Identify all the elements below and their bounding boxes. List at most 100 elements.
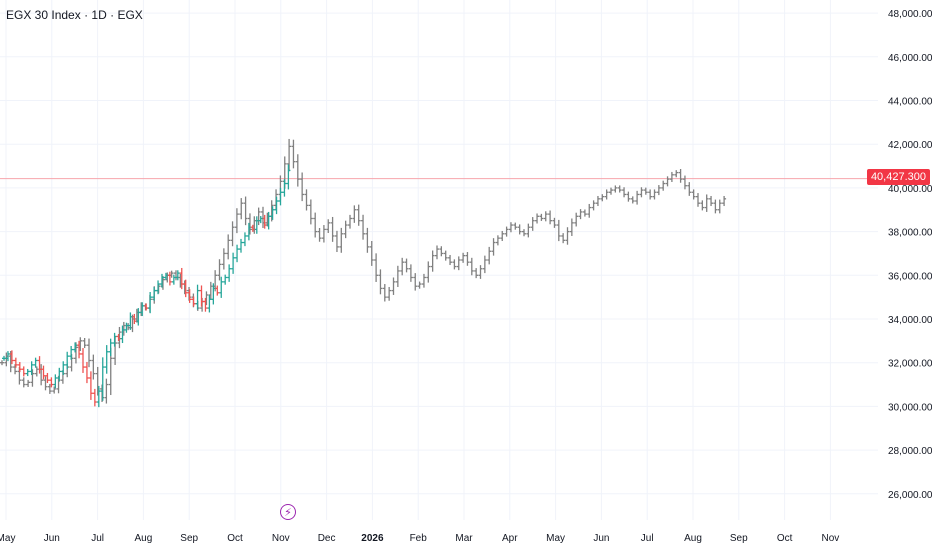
y-tick-label: 36,000.000 [888,271,932,282]
x-tick-label: Nov [272,533,290,544]
projection-bar [696,193,700,207]
projection-bar [317,227,322,242]
current-price-label: 40,427.300 [866,169,930,185]
ohlc-bar [53,374,58,389]
projection-bar [100,384,105,403]
x-tick-label: Jul [641,533,654,544]
projection-bar [617,185,622,193]
projection-bar [308,199,313,225]
projection-bar [217,259,222,281]
projection-bar [435,245,439,260]
projection-bar [535,213,540,224]
ohlc-bar [179,267,184,290]
ohlc-bar [73,342,78,353]
chart-grid [0,0,878,520]
projection-bar [704,194,709,212]
projection-bar [330,216,335,242]
projection-bar [47,383,52,394]
ohlc-bar [235,244,240,263]
ohlc-bar [65,351,70,370]
ohlc-bar [25,368,30,377]
ohlc-bar [242,232,247,247]
projection-bar [421,273,426,288]
projection-bar [391,277,396,295]
projection-bar [600,194,605,202]
projection-bar [300,172,305,202]
x-tick-label: Sep [180,533,198,544]
y-tick-label: 40,000.000 [888,184,932,195]
ohlc-bar [262,214,267,229]
ohlc-bar [81,348,85,373]
projection-bar [430,250,435,272]
projection-bar [548,210,553,225]
title-separator: · [84,8,92,22]
projection-bar [478,265,483,279]
y-tick-label: 44,000.000 [888,97,932,108]
ohlc-bar [49,377,54,388]
projection-bar [30,369,35,387]
projection-bar [339,227,344,253]
ohlc-bar [148,292,153,314]
projection-bar [513,222,518,230]
chart-title: EGX 30 Index · 1D · EGX [6,8,143,22]
ohlc-bar [5,351,10,362]
projection-bar [334,230,339,253]
projection-bar [26,379,31,387]
projection-bar [356,204,361,226]
projection-bar [439,246,444,257]
projection-bar [469,257,474,276]
ohlc-bar [9,350,14,365]
title-separator: · [110,8,118,22]
projection-bar [687,182,692,196]
projection-bar [21,377,26,388]
price-axis[interactable]: 48,000.000 46,000.000 44,000.000 42,000.000… [888,9,932,501]
ohlc-bar [140,302,145,317]
projection-bar [104,378,109,404]
ohlc-bar [2,355,6,361]
projection-bar [348,214,352,229]
ohlc-bar [183,279,188,298]
projection-bar [691,189,696,200]
projection-bar [295,154,300,187]
y-tick-label: 42,000.000 [888,140,932,151]
projection-bar [461,252,466,263]
projection-bar [491,238,496,256]
projection-bar [661,180,666,191]
ohlc-bar [239,238,243,253]
ohlc-bar [258,216,263,224]
ohlc-bar [108,338,113,357]
projection-bar [230,221,235,247]
projection-bar [321,225,326,243]
ohlc-bar [132,313,137,325]
projection-bar [700,200,705,211]
projection-bar [526,223,531,238]
projection-bar [665,176,670,187]
ohlc-bar [41,365,46,380]
ohlc-bar [156,280,161,295]
projection-bar [343,220,348,239]
projection-bar [395,265,400,287]
projection-bar [487,246,492,265]
x-tick-label: May [0,533,15,544]
ohlc-bar [203,297,208,312]
projection-bar [635,190,640,205]
x-tick-label: Jul [91,533,104,544]
ohlc-bar [286,164,291,190]
projection-bar [682,175,687,190]
y-tick-label: 28,000.000 [888,446,932,457]
projection-bar [565,227,570,245]
projection-bar [243,196,248,226]
ohlc-bar [175,270,180,281]
ohlc-bar [96,385,101,408]
projection-bar [474,268,479,279]
ohlc-bar [195,284,200,310]
time-axis[interactable]: May Jun Jul Aug Sep Oct Nov Dec 2026 Feb Mar Apr May… [0,533,839,544]
lightning-icon[interactable]: ⚡ [280,504,296,520]
y-tick-label: 48,000.000 [888,9,932,20]
projection-bar [517,224,522,235]
y-tick-label: 32,000.000 [888,359,932,370]
projection-bar [630,196,635,204]
y-tick-label: 30,000.000 [888,402,932,413]
x-tick-label: Mar [455,533,473,544]
